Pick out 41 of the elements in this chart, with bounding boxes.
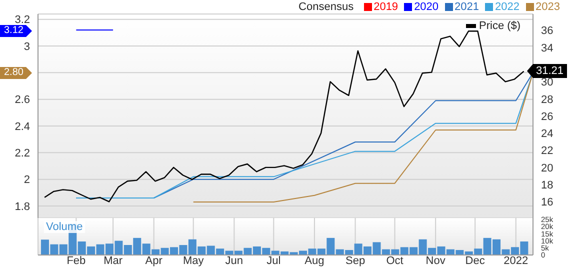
y2-tick-label: 24	[541, 128, 554, 140]
legend-label: 2021	[454, 0, 480, 12]
y-tick-label: 2.2	[14, 148, 30, 160]
value-flag: 2.80	[0, 67, 32, 79]
legend-title: Consensus	[298, 0, 354, 12]
x-tick-label: Jul	[266, 254, 281, 267]
y2-tick-label: 36	[541, 25, 554, 38]
x-tick-label: Nov	[426, 254, 446, 267]
x-tick-label: 2022	[504, 254, 528, 267]
line-series	[44, 30, 524, 202]
y-tick-label: 2.6	[14, 94, 30, 106]
y2-tick-label: 18	[541, 179, 554, 192]
x-tick-label: Dec	[465, 254, 486, 267]
legend-label: 2023	[536, 0, 560, 12]
y2-tick-label: 30	[541, 76, 554, 89]
legend-label: 2020	[414, 0, 439, 12]
x-tick-label: Mar	[104, 254, 123, 267]
value-flag: 31.21	[527, 64, 567, 78]
x-tick-label: Aug	[304, 254, 324, 267]
y2-tick-label: 26	[541, 110, 554, 123]
y-tick-label: 3.2	[14, 14, 30, 26]
x-tick-label: Sep	[345, 254, 366, 267]
x-tick-label: Apr	[145, 254, 163, 267]
x-tick-label: May	[182, 254, 204, 267]
y-tick-label: 2.4	[14, 120, 30, 133]
x-tick-label: Jun	[225, 254, 244, 267]
y-tick-label: 1.8	[14, 200, 30, 213]
legend-label: 2022	[495, 0, 520, 12]
y-tick-label: 3	[24, 40, 30, 53]
y2-tick-label: 22	[541, 145, 554, 158]
y2-tick-label: 20	[541, 162, 554, 174]
value-flag: 3.12	[0, 25, 32, 37]
y-axis-title: Volume	[44, 221, 85, 233]
x-tick-label: Oct	[386, 254, 404, 267]
y-tick-label: 2	[24, 174, 30, 186]
y2-tick-label: 28	[541, 94, 554, 106]
x-tick-label: Feb	[66, 254, 86, 267]
y2-tick-label: 16	[541, 196, 554, 209]
legend-label: 2019	[374, 0, 398, 12]
y2-tick-label: 34	[541, 42, 554, 54]
legend-label: Price ($)	[479, 20, 521, 32]
